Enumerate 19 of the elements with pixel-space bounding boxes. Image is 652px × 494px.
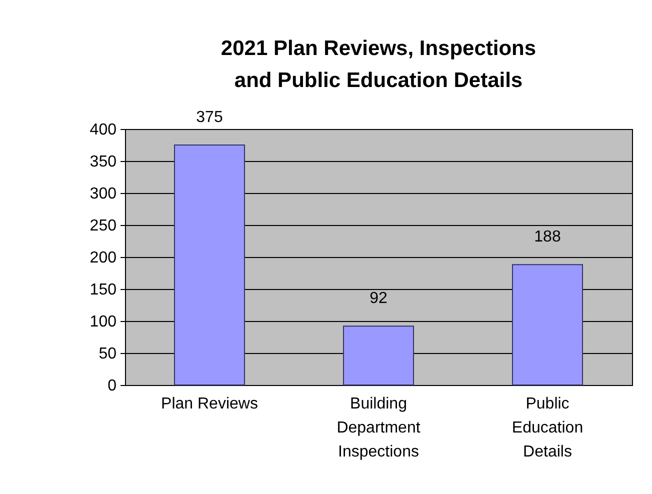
data-label: 188 [534,228,561,246]
x-tick-label: Plan Reviews [161,396,258,412]
y-tick-label: 350 [90,154,117,170]
y-tick-label: 50 [98,346,117,362]
bar [174,144,245,386]
x-tick-label: Public Education Details [512,396,584,460]
y-tick-label: 400 [90,122,117,138]
data-label: 375 [196,109,223,126]
y-tick-label: 250 [90,218,117,234]
y-tick-label: 0 [108,378,117,394]
y-tick-label: 200 [90,250,117,266]
y-tick-label: 100 [90,314,117,330]
chart-title: 2021 Plan Reviews, Inspections and Public Education Details [220,37,536,92]
x-tick-label: Building Department Inspections [336,396,421,460]
y-tick-label: 150 [90,282,117,298]
bar [343,326,414,386]
y-tick-label: 300 [90,186,117,202]
data-label: 92 [370,290,388,308]
bar [512,264,583,386]
